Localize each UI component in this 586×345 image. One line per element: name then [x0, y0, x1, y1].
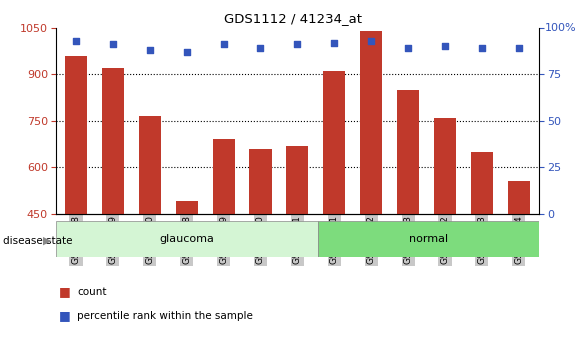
Text: ▶: ▶ [43, 236, 52, 246]
Point [329, 40, 339, 45]
Bar [323, 71, 345, 214]
Point [477, 45, 486, 51]
Bar [507, 181, 530, 214]
Bar [56, 221, 318, 257]
Bar [471, 152, 493, 214]
Bar [139, 116, 161, 214]
Point [366, 38, 376, 43]
Bar [176, 201, 197, 214]
Text: percentile rank within the sample: percentile rank within the sample [77, 311, 253, 321]
Bar [102, 68, 124, 214]
Text: ■: ■ [59, 309, 70, 322]
Text: glaucoma: glaucoma [159, 234, 214, 244]
Text: GDS1112 / 41234_at: GDS1112 / 41234_at [224, 12, 362, 25]
Point [71, 38, 81, 43]
Text: 100%: 100% [544, 23, 576, 32]
Point [256, 45, 265, 51]
Point [108, 42, 118, 47]
Point [182, 49, 192, 55]
Point [219, 42, 229, 47]
Point [145, 47, 155, 53]
Point [514, 45, 523, 51]
Bar [287, 146, 308, 214]
Bar [65, 56, 87, 214]
Bar [434, 118, 456, 214]
Text: count: count [77, 287, 107, 296]
Text: disease state: disease state [3, 236, 73, 246]
Point [440, 43, 449, 49]
Text: ■: ■ [59, 285, 70, 298]
Bar [318, 221, 539, 257]
Bar [213, 139, 234, 214]
Bar [360, 31, 382, 214]
Point [292, 42, 302, 47]
Bar [397, 90, 419, 214]
Text: normal: normal [409, 234, 448, 244]
Bar [250, 149, 271, 214]
Point [403, 45, 413, 51]
